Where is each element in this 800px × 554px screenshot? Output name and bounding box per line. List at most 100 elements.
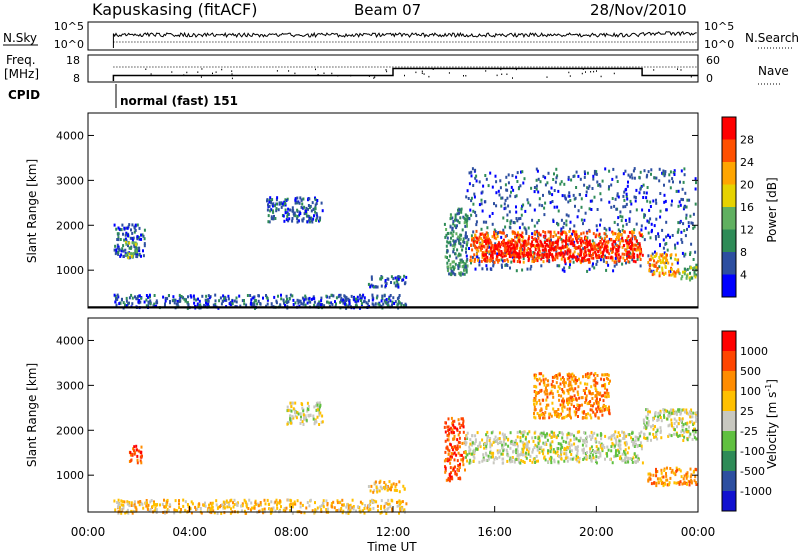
- nave-dot: [506, 73, 508, 75]
- data-cell: [532, 439, 535, 443]
- data-cell: [603, 391, 606, 395]
- x-tick-label: 16:00: [477, 525, 512, 539]
- data-cell: [563, 399, 566, 403]
- data-cell: [649, 410, 651, 414]
- data-cell: [676, 241, 679, 245]
- data-cell: [391, 300, 394, 304]
- data-cell: [624, 448, 627, 452]
- data-cell: [301, 296, 304, 300]
- data-cell: [556, 414, 558, 418]
- data-cell: [682, 423, 685, 427]
- data-cell: [502, 228, 505, 232]
- data-cell: [484, 255, 487, 259]
- nave-dot: [197, 71, 199, 73]
- data-cell: [512, 250, 515, 254]
- data-cell: [591, 264, 594, 268]
- data-cell: [491, 455, 494, 459]
- data-cell: [490, 254, 492, 258]
- data-cell: [599, 391, 602, 395]
- data-cell: [379, 511, 382, 515]
- data-cell: [130, 228, 132, 232]
- data-cell: [471, 452, 473, 456]
- data-cell: [390, 488, 392, 492]
- data-cell: [547, 171, 550, 175]
- data-cell: [325, 294, 328, 298]
- data-cell: [606, 373, 609, 376]
- data-cell: [633, 167, 636, 171]
- data-cell: [296, 208, 299, 212]
- data-cell: [476, 237, 479, 241]
- data-cell: [665, 259, 668, 263]
- data-cell: [141, 233, 144, 237]
- data-cell: [627, 433, 630, 437]
- data-cell: [581, 239, 584, 243]
- data-cell: [543, 455, 546, 459]
- nave-dot: [690, 76, 692, 78]
- data-cell: [669, 186, 672, 190]
- nave-tick-low: 0: [706, 72, 713, 85]
- data-cell: [368, 504, 370, 507]
- data-cell: [635, 239, 638, 243]
- data-cell: [385, 282, 388, 286]
- data-cell: [384, 279, 387, 282]
- data-cell: [500, 253, 502, 257]
- data-cell: [462, 456, 465, 460]
- data-cell: [635, 188, 638, 192]
- data-cell: [551, 200, 554, 203]
- data-cell: [677, 189, 680, 193]
- data-cell: [342, 509, 345, 513]
- data-cell: [525, 435, 527, 439]
- data-cell: [530, 186, 533, 190]
- data-cell: [540, 257, 543, 261]
- data-cell: [193, 297, 196, 301]
- data-cell: [543, 253, 546, 257]
- data-cell: [349, 506, 352, 510]
- data-cell: [655, 237, 657, 241]
- data-cell: [120, 511, 123, 515]
- data-cell: [580, 251, 583, 255]
- data-cell: [476, 255, 479, 259]
- data-cell: [453, 434, 456, 438]
- data-cell: [610, 437, 613, 441]
- data-cell: [455, 453, 458, 457]
- data-cell: [510, 190, 512, 194]
- data-cell: [695, 181, 697, 185]
- data-cell: [641, 253, 644, 257]
- data-cell: [640, 185, 643, 188]
- data-cell: [127, 256, 130, 260]
- data-cell: [589, 400, 592, 403]
- data-cell: [615, 254, 618, 258]
- data-cell: [458, 262, 461, 265]
- data-cell: [284, 211, 287, 215]
- data-cell: [634, 199, 637, 203]
- data-cell: [359, 500, 362, 504]
- data-cell: [573, 410, 576, 414]
- data-cell: [636, 436, 639, 440]
- data-cell: [564, 447, 567, 451]
- data-cell: [282, 508, 285, 512]
- data-cell: [673, 417, 676, 421]
- data-cell: [464, 218, 467, 221]
- data-cell: [333, 506, 336, 510]
- data-cell: [660, 479, 663, 483]
- data-cell: [657, 480, 660, 484]
- data-cell: [290, 409, 293, 413]
- data-cell: [599, 433, 602, 437]
- data-cell: [524, 254, 526, 257]
- data-cell: [576, 445, 579, 449]
- data-cell: [383, 509, 386, 512]
- data-cell: [575, 410, 578, 414]
- data-cell: [137, 300, 140, 304]
- data-cell: [497, 189, 500, 193]
- data-cell: [537, 231, 540, 235]
- data-cell: [178, 293, 181, 297]
- data-cell: [466, 264, 469, 268]
- data-cell: [270, 508, 273, 512]
- data-cell: [574, 196, 577, 200]
- data-cell: [650, 438, 652, 442]
- data-cell: [524, 209, 527, 213]
- data-cell: [294, 214, 297, 218]
- data-cell: [465, 195, 468, 199]
